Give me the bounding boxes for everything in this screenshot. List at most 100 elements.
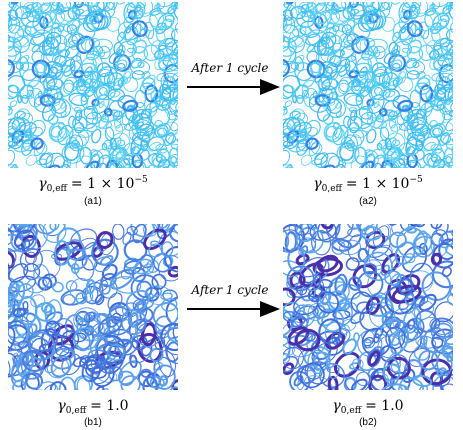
network-fiber <box>48 122 68 143</box>
network-fiber <box>158 55 175 71</box>
network-fiber <box>83 312 95 323</box>
network-fiber <box>129 312 139 328</box>
network-fiber <box>432 158 446 168</box>
network-image <box>8 224 178 390</box>
network-fiber <box>391 284 422 304</box>
network-fiber <box>51 281 64 293</box>
network-fiber <box>21 94 29 104</box>
network-fiber <box>50 97 71 119</box>
network-fiber <box>103 71 116 89</box>
network-image <box>8 2 178 168</box>
network-fiber <box>283 164 295 168</box>
network-fiber <box>8 85 21 98</box>
network-fiber <box>416 74 431 87</box>
network-fiber <box>283 2 293 14</box>
network-fiber <box>160 241 174 257</box>
network-fiber <box>358 66 368 78</box>
network-fiber <box>310 62 323 74</box>
network-fiber <box>283 104 286 118</box>
network-fiber <box>413 224 427 228</box>
network-fiber <box>148 105 171 127</box>
network-fiber <box>343 115 352 129</box>
network-fiber <box>68 39 80 50</box>
network-fiber <box>137 61 145 69</box>
network-fiber <box>422 28 441 47</box>
network-fiber <box>110 90 121 98</box>
network-fiber <box>63 82 75 94</box>
network-fiber <box>39 74 47 83</box>
network-fiber <box>283 132 299 150</box>
network-fiber <box>287 247 306 273</box>
network-fiber <box>8 291 16 319</box>
network-fiber <box>8 251 16 269</box>
network-fiber <box>8 164 20 168</box>
network-fiber <box>8 259 10 279</box>
network-fiber <box>327 2 333 7</box>
network-fiber <box>446 40 453 54</box>
network-fiber <box>91 246 104 258</box>
network-fiber <box>393 40 412 58</box>
network-fiber <box>306 44 315 53</box>
network-fiber <box>91 128 102 144</box>
network-fiber <box>8 132 24 150</box>
network-fiber <box>57 2 72 13</box>
network-fiber <box>60 102 67 109</box>
network-fiber <box>8 3 23 26</box>
network-fiber <box>96 66 118 86</box>
network-fiber <box>352 264 378 289</box>
network-fiber <box>359 303 388 332</box>
network-fiber <box>142 77 156 91</box>
network-fiber <box>35 224 57 235</box>
network-fiber <box>162 163 175 168</box>
network-fiber <box>156 224 169 229</box>
network-fiber <box>8 285 15 309</box>
network-fiber <box>11 134 33 153</box>
network-fiber <box>120 375 141 390</box>
network-fiber <box>335 102 342 109</box>
network-fiber <box>334 273 348 296</box>
network-fiber <box>381 16 396 32</box>
network-fiber <box>21 234 41 258</box>
network-fiber <box>169 224 178 243</box>
network-fiber <box>332 2 351 12</box>
network-fiber <box>327 290 348 311</box>
network-fiber <box>452 15 453 26</box>
network-fiber <box>400 26 407 34</box>
network-fiber <box>356 94 365 102</box>
network-fiber <box>372 2 390 12</box>
network-fiber <box>48 66 58 78</box>
network-fiber <box>359 36 371 56</box>
network-fiber <box>384 157 393 165</box>
network-fiber <box>283 310 297 322</box>
network-fiber <box>141 322 157 347</box>
network-fiber <box>100 358 117 374</box>
network-fiber <box>432 2 440 10</box>
network-fiber <box>392 63 401 69</box>
network-fiber <box>142 376 159 390</box>
network-fiber <box>107 292 123 311</box>
network-fiber <box>364 149 373 158</box>
network-fiber <box>400 8 407 19</box>
network-fiber <box>450 49 453 62</box>
network-fiber <box>447 292 453 306</box>
network-fiber <box>153 364 176 390</box>
network-fiber <box>152 252 172 273</box>
network-fiber <box>28 87 44 108</box>
network-fiber <box>350 109 358 122</box>
network-fiber <box>413 2 422 8</box>
network-fiber <box>145 164 155 168</box>
network-fiber <box>283 17 287 35</box>
network-fiber <box>30 137 44 150</box>
network-fiber <box>8 12 11 23</box>
network-fiber <box>83 163 96 168</box>
network-fiber <box>294 54 305 64</box>
network-fiber <box>65 280 78 292</box>
network-fiber <box>349 134 362 150</box>
network-fiber <box>101 263 118 280</box>
network-fiber <box>312 90 318 99</box>
network-fiber <box>25 154 37 166</box>
network-fiber <box>305 333 316 342</box>
network-fiber <box>358 163 371 168</box>
network-fiber <box>49 381 67 390</box>
network-fiber <box>34 389 48 390</box>
